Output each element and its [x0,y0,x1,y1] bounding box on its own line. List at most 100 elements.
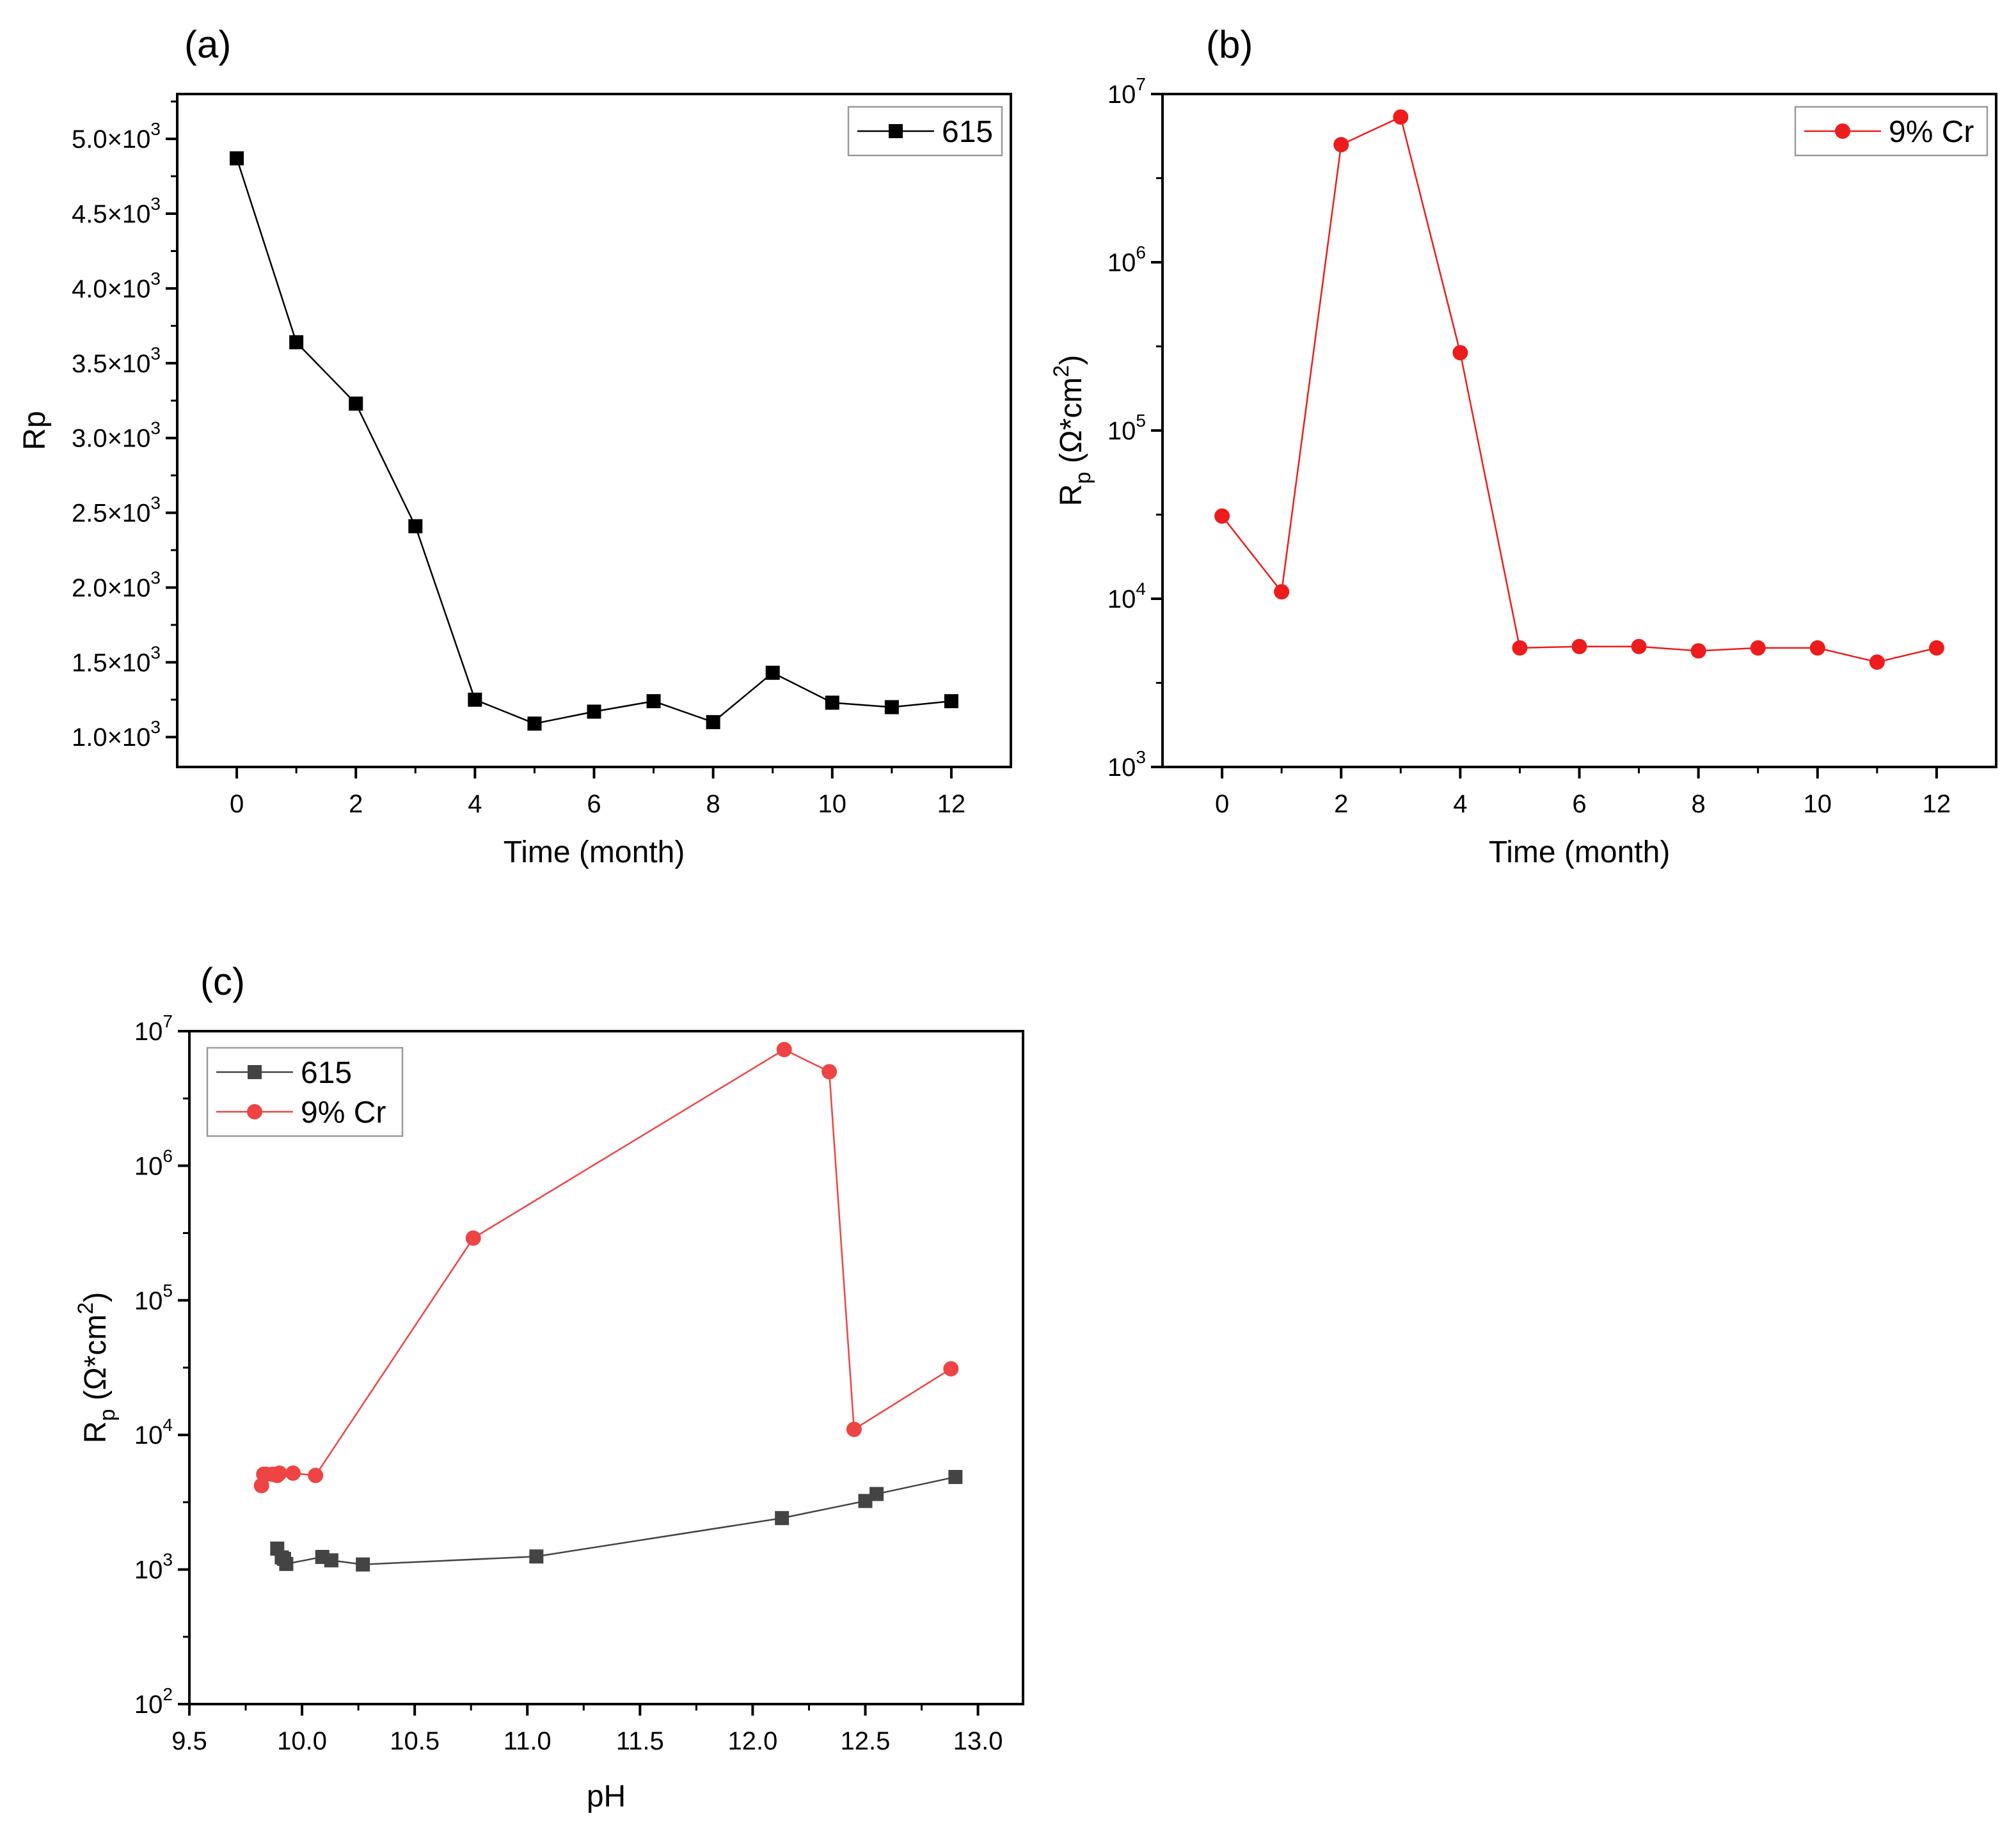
y-tick-base: 10 [134,1287,163,1315]
data-point-circle [1869,654,1885,670]
y-tick-mantissa: 2.0 [72,574,107,602]
y-tick-label: 107 [134,1011,173,1046]
data-point-circle [1274,584,1290,600]
legend: 615 9% Cr [206,1047,404,1137]
x-tick-label: 12.0 [727,1727,777,1755]
y-tick-exponent: 5 [163,1281,173,1300]
data-point-circle [465,1230,481,1246]
data-point-square [869,1487,884,1501]
data-point-circle [1452,345,1468,361]
y-tick-base: 10 [1107,585,1136,613]
y-title-close: ) [79,1292,113,1302]
y-title-sub: p [1071,472,1095,484]
y-tick-exponent: 3 [150,344,161,363]
data-point-circle [285,1465,301,1481]
chart-panel-0: (a)0 2 4 6 8 10 121.0×1031.5×1032.0×1032.5×103… [18,23,1012,869]
data-point-square [884,700,899,715]
y-title-unit: (Ω*cm [1054,377,1088,472]
y-tick-base: ×10 [107,723,151,752]
y-title-main: R [79,1421,113,1444]
panel-label: (c) [200,960,245,1003]
data-point-square [408,519,423,533]
x-tick-label: 0 [1215,790,1229,818]
legend-label: 615 [942,115,993,149]
y-tick-exponent: 3 [163,1550,173,1570]
x-tick-label: 10.5 [390,1727,440,1755]
y-tick-exponent: 4 [163,1415,173,1435]
y-tick-base: 10 [134,1018,163,1046]
x-tick-label: 9.5 [171,1727,207,1755]
y-tick-exponent: 3 [150,194,161,214]
y-tick-label: 104 [134,1415,173,1450]
x-tick-label: 8 [706,790,720,818]
y-tick-exponent: 3 [150,269,161,288]
y-tick-exponent: 7 [163,1011,173,1031]
y-tick-label: 107 [1107,74,1146,109]
y-tick-mantissa: 3.0 [72,425,107,453]
y-axis-title: Rp (Ω*cm2) [1049,355,1095,506]
y-tick-exponent: 2 [163,1684,173,1704]
x-tick-label: 12 [1923,790,1951,818]
panel-label: (b) [1206,23,1253,66]
x-tick-label: 4 [468,790,482,818]
x-tick-label: 6 [587,790,601,818]
data-point-circle [846,1421,862,1437]
data-point-square [289,335,304,350]
y-tick-exponent: 6 [163,1146,173,1165]
x-tick-label: 12.5 [841,1727,891,1755]
y-tick-mantissa: 3.5 [72,350,107,378]
y-tick-exponent: 7 [1136,74,1146,94]
legend-label: 9% Cr [1889,115,1974,149]
data-point-circle [821,1064,837,1080]
y-tick-base: ×10 [107,200,151,228]
x-tick-label: 8 [1692,790,1706,818]
data-point-square [587,704,601,719]
data-point-square [948,1469,963,1484]
y-title-sub: p [95,1409,120,1421]
y-tick-base: 10 [134,1556,163,1584]
data-point-square [706,715,720,729]
x-tick-label: 11.5 [616,1727,664,1755]
y-tick-label: 1.0×103 [72,717,161,752]
data-point-square [230,151,244,166]
data-point-square [270,1541,285,1556]
y-tick-mantissa: 2.5 [72,500,107,528]
y-tick-base: 10 [1107,754,1136,782]
series-line-0 [235,158,952,725]
legend-box [206,1047,404,1137]
panel-label: (a) [184,23,231,66]
x-tick-label: 6 [1572,790,1586,818]
y-tick-label: 104 [1107,579,1146,613]
y-tick-mantissa: 4.0 [72,275,107,303]
data-point-circle [1214,508,1230,524]
data-point-circle [1809,640,1825,656]
data-point-square [349,396,363,411]
data-point-square [529,1549,544,1564]
y-tick-base: 10 [1107,417,1136,445]
y-tick-mantissa: 1.0 [72,723,107,752]
y-tick-label: 3.0×103 [72,418,161,453]
x-axis-title: pH [587,1780,626,1813]
data-point-circle [943,1361,959,1377]
y-tick-base: ×10 [107,125,151,154]
y-tick-exponent: 3 [150,642,161,662]
y-tick-base: 10 [1107,81,1136,109]
data-point-square [765,665,780,680]
data-point-circle [1393,109,1409,125]
y-tick-exponent: 3 [150,418,161,438]
data-point-circle [1571,638,1587,654]
data-point-circle [308,1467,324,1483]
x-tick-label: 2 [1334,790,1348,818]
legend-marker-square [248,1065,262,1079]
data-point-square [944,694,958,709]
data-point-square [775,1511,790,1526]
y-tick-base: 10 [1107,249,1136,277]
y-title-close: ) [1054,355,1088,365]
y-tick-label: 2.0×103 [72,567,161,602]
y-title-sup: 2 [74,1302,98,1315]
y-title-main: R [1054,484,1088,507]
y-tick-mantissa: 1.5 [72,649,107,677]
x-tick-label: 10 [818,790,847,818]
